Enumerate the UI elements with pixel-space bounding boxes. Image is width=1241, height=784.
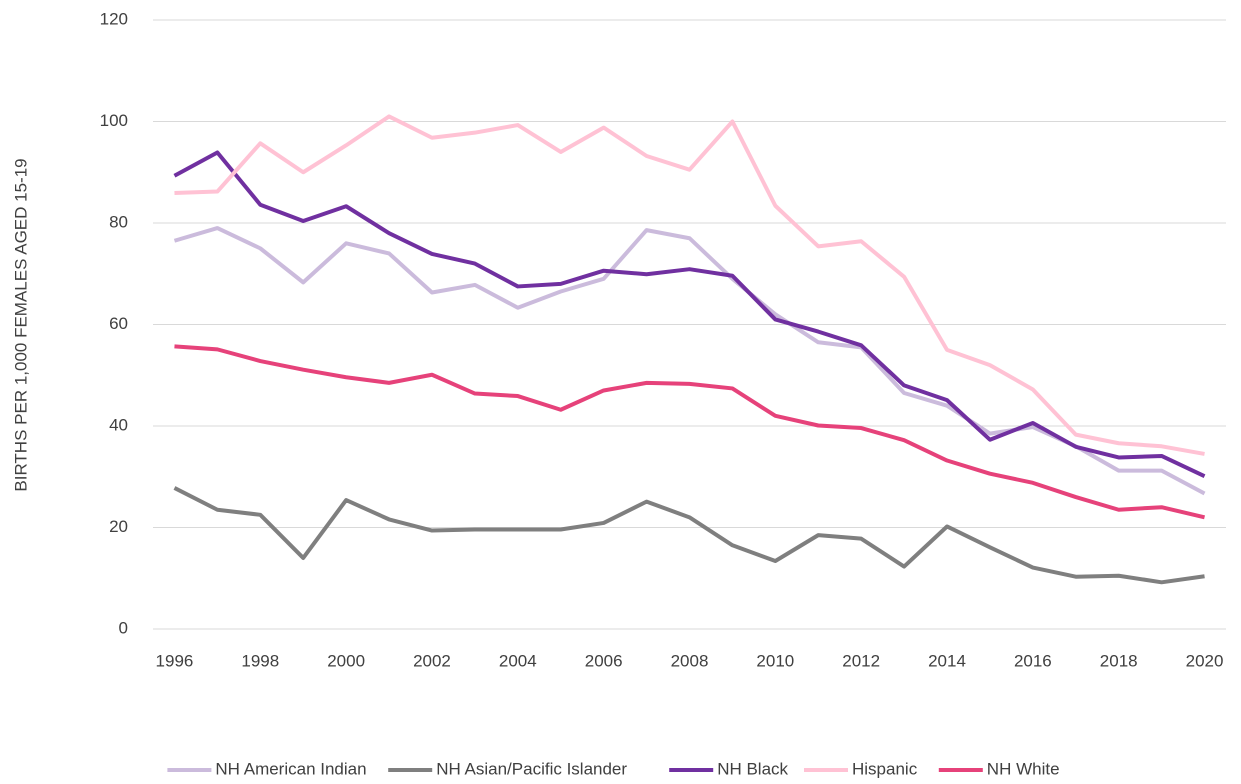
x-tick-label: 1998 bbox=[241, 651, 279, 670]
y-axis-label: BIRTHS PER 1,000 FEMALES AGED 15-19 bbox=[11, 158, 30, 491]
legend-label: NH Black bbox=[717, 759, 788, 778]
y-tick-label: 20 bbox=[109, 517, 128, 536]
legend-label: Hispanic bbox=[852, 759, 918, 778]
series-line bbox=[173, 150, 1206, 479]
x-tick-label: 2002 bbox=[413, 651, 451, 670]
x-tick-label: 2012 bbox=[842, 651, 880, 670]
y-tick-label: 80 bbox=[109, 212, 128, 231]
legend-label: NH American Indian bbox=[215, 759, 366, 778]
x-tick-label: 2016 bbox=[1014, 651, 1052, 670]
series-line bbox=[173, 226, 1206, 496]
x-tick-label: 2008 bbox=[671, 651, 709, 670]
y-tick-label: 60 bbox=[109, 314, 128, 333]
x-tick-label: 2018 bbox=[1100, 651, 1138, 670]
x-tick-label: 1996 bbox=[156, 651, 194, 670]
x-tick-label: 2020 bbox=[1186, 651, 1224, 670]
x-tick-label: 2010 bbox=[756, 651, 794, 670]
series-line bbox=[173, 486, 1205, 585]
legend-label: NH White bbox=[987, 759, 1060, 778]
y-tick-label: 40 bbox=[109, 415, 128, 434]
y-tick-label: 0 bbox=[119, 618, 128, 637]
x-tick-label: 2004 bbox=[499, 651, 537, 670]
legend-label: NH Asian/Pacific Islander bbox=[436, 759, 627, 778]
y-tick-label: 100 bbox=[100, 111, 128, 130]
x-tick-label: 2006 bbox=[585, 651, 623, 670]
y-tick-label: 120 bbox=[100, 9, 128, 28]
x-tick-label: 2000 bbox=[327, 651, 365, 670]
x-tick-label: 2014 bbox=[928, 651, 966, 670]
series-line bbox=[174, 344, 1206, 520]
series-line bbox=[174, 114, 1205, 456]
